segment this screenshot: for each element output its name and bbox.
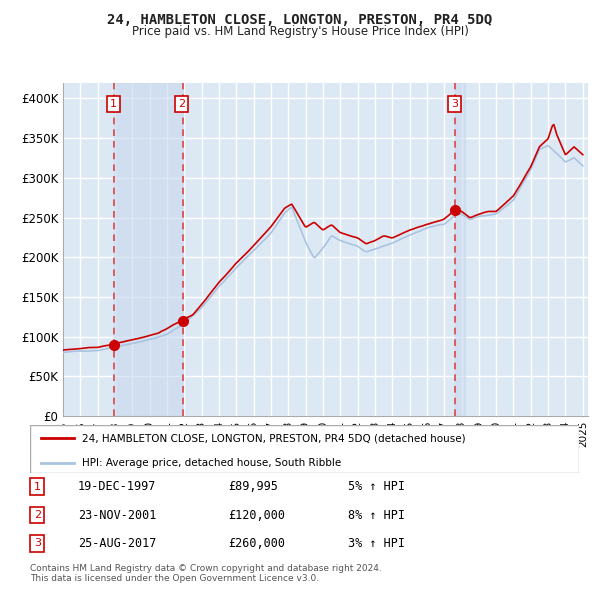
Bar [114, 83, 182, 416]
Text: 25-AUG-2017: 25-AUG-2017 [78, 537, 157, 550]
Text: 1: 1 [34, 482, 41, 491]
Text: £120,000: £120,000 [228, 509, 285, 522]
Text: 1: 1 [110, 99, 117, 109]
Text: Price paid vs. HM Land Registry's House Price Index (HPI): Price paid vs. HM Land Registry's House … [131, 25, 469, 38]
Text: £260,000: £260,000 [228, 537, 285, 550]
Text: 3% ↑ HPI: 3% ↑ HPI [348, 537, 405, 550]
Text: 8% ↑ HPI: 8% ↑ HPI [348, 509, 405, 522]
Text: 19-DEC-1997: 19-DEC-1997 [78, 480, 157, 493]
Text: 24, HAMBLETON CLOSE, LONGTON, PRESTON, PR4 5DQ: 24, HAMBLETON CLOSE, LONGTON, PRESTON, P… [107, 13, 493, 27]
Text: 3: 3 [451, 99, 458, 109]
Text: 2: 2 [178, 99, 185, 109]
Text: 5% ↑ HPI: 5% ↑ HPI [348, 480, 405, 493]
Text: HPI: Average price, detached house, South Ribble: HPI: Average price, detached house, Sout… [82, 457, 341, 467]
Text: This data is licensed under the Open Government Licence v3.0.: This data is licensed under the Open Gov… [30, 574, 319, 583]
FancyBboxPatch shape [30, 425, 579, 473]
Text: 2: 2 [34, 510, 41, 520]
Text: 24, HAMBLETON CLOSE, LONGTON, PRESTON, PR4 5DQ (detached house): 24, HAMBLETON CLOSE, LONGTON, PRESTON, P… [82, 433, 466, 443]
Text: Contains HM Land Registry data © Crown copyright and database right 2024.: Contains HM Land Registry data © Crown c… [30, 565, 382, 573]
Text: 3: 3 [34, 539, 41, 548]
Bar [455, 83, 465, 416]
Text: 23-NOV-2001: 23-NOV-2001 [78, 509, 157, 522]
Text: £89,995: £89,995 [228, 480, 278, 493]
